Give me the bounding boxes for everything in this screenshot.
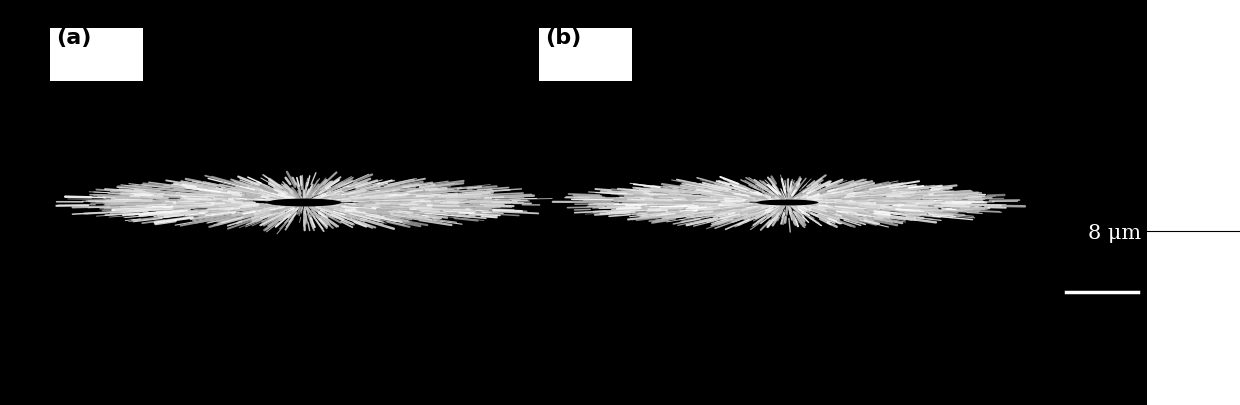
Text: (b): (b) [546, 28, 582, 48]
Bar [539, 28, 632, 81]
Ellipse shape [267, 198, 341, 207]
Text: (a): (a) [56, 28, 92, 48]
Bar [50, 28, 143, 81]
Ellipse shape [756, 200, 818, 205]
Text: 8 μm: 8 μm [1087, 224, 1141, 243]
Bar [1147, 0, 1240, 405]
